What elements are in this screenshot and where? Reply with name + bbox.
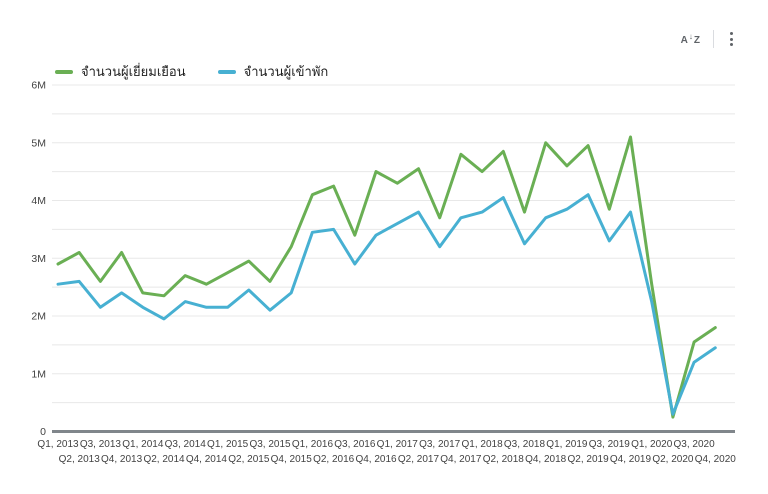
x-axis-tick-label: Q3, 2015	[249, 439, 291, 450]
x-axis-tick-label: Q4, 2019	[610, 454, 652, 465]
sort-az-icon[interactable]: A ↓ Z	[679, 31, 702, 48]
x-axis-tick-label: Q1, 2020	[631, 439, 673, 450]
series-line-guests[interactable]	[56, 193, 717, 416]
sort-arrow-icon: ↓	[688, 31, 693, 41]
x-axis-tick-label: Q1, 2015	[207, 439, 249, 450]
x-axis-tick-label: Q1, 2016	[292, 439, 334, 450]
legend-label: จำนวนผู้เข้าพัก	[243, 64, 329, 79]
y-axis-tick-label: 1M	[31, 368, 46, 380]
x-axis-tick-label: Q3, 2020	[674, 439, 716, 450]
x-axis-tick-label: Q3, 2013	[80, 439, 122, 450]
toolbar-divider	[713, 30, 714, 48]
x-axis-tick-label: Q3, 2019	[589, 439, 631, 450]
y-axis-tick-label: 5M	[31, 137, 46, 149]
x-axis-tick-label: Q4, 2017	[440, 454, 482, 465]
x-axis-tick-label: Q1, 2014	[122, 439, 164, 450]
y-axis-tick-label: 6M	[31, 80, 46, 92]
x-axis-tick-label: Q1, 2017	[377, 439, 419, 450]
x-axis-tick-label: Q2, 2017	[398, 454, 440, 465]
x-axis-tick-label: Q3, 2014	[165, 439, 207, 450]
x-axis-tick-label: Q2, 2016	[313, 454, 355, 465]
sort-letter-z: Z	[693, 34, 700, 46]
x-axis-tick-label: Q2, 2018	[483, 454, 525, 465]
legend-item: จำนวนผู้เยี่ยมเยือน	[55, 61, 186, 82]
x-axis-tick-label: Q2, 2015	[228, 454, 270, 465]
x-axis-tick-label: Q2, 2020	[652, 454, 694, 465]
x-axis-tick-label: Q3, 2017	[419, 439, 461, 450]
x-axis-tick-label: Q1, 2018	[461, 439, 503, 450]
x-axis-tick-label: Q1, 2019	[546, 439, 588, 450]
chart-toolbar: A ↓ Z	[679, 28, 738, 50]
x-axis-tick-label: Q4, 2015	[271, 454, 313, 465]
y-axis-tick-label: 4M	[31, 195, 46, 207]
sort-letter-a: A	[680, 34, 688, 46]
x-axis-tick-label: Q4, 2013	[101, 454, 143, 465]
y-axis-tick-label: 3M	[31, 253, 46, 265]
legend-item: จำนวนผู้เข้าพัก	[217, 61, 329, 82]
chart-legend: จำนวนผู้เยี่ยมเยือน จำนวนผู้เข้าพัก	[55, 61, 328, 82]
legend-label: จำนวนผู้เยี่ยมเยือน	[81, 64, 186, 79]
series-line-visitors[interactable]	[56, 135, 717, 419]
legend-swatch-icon	[217, 69, 236, 74]
y-axis-tick-label: 2M	[31, 311, 46, 323]
x-axis-tick-label: Q1, 2013	[37, 439, 79, 450]
x-axis-tick-label: Q4, 2018	[525, 454, 567, 465]
x-axis-tick-label: Q3, 2016	[334, 439, 376, 450]
x-axis-tick-label: Q2, 2014	[143, 454, 185, 465]
x-axis-tick-label: Q2, 2013	[59, 454, 101, 465]
legend-swatch-icon	[55, 69, 73, 74]
x-axis-tick-label: Q4, 2016	[355, 454, 397, 465]
more-options-icon[interactable]	[725, 29, 738, 49]
y-axis-tick-label: 0	[40, 426, 46, 438]
x-axis-tick-label: Q3, 2018	[504, 439, 546, 450]
x-axis-tick-label: Q4, 2020	[695, 454, 737, 465]
x-axis-tick-label: Q4, 2014	[186, 454, 228, 465]
x-axis-tick-label: Q2, 2019	[568, 454, 610, 465]
